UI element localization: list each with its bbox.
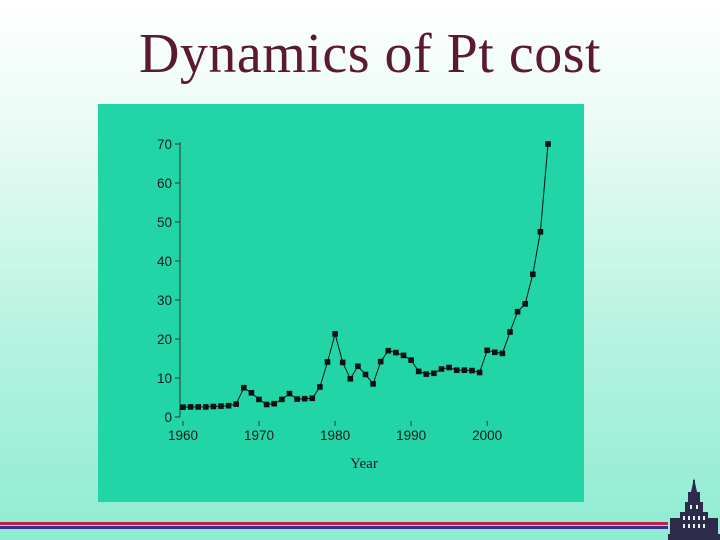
data-point	[408, 357, 414, 363]
data-point	[309, 395, 316, 402]
data-point	[514, 308, 521, 315]
chart-panel: 0 10 20 30 40 50 60 70 1960 1970 1980 1990 2000 Yea…	[98, 104, 584, 502]
data-point	[317, 384, 323, 390]
data-point	[256, 396, 262, 403]
data-point	[415, 368, 422, 375]
x-tick-label: 2000	[472, 428, 502, 443]
data-point	[301, 395, 308, 402]
data-point	[537, 229, 544, 235]
y-tick-label: 10	[157, 371, 172, 386]
data-point	[324, 359, 331, 365]
data-point	[355, 363, 361, 370]
y-tick-label: 30	[157, 293, 172, 308]
x-tick-label: 1990	[396, 428, 426, 443]
series-line	[182, 143, 549, 408]
data-point	[469, 367, 475, 374]
data-point	[233, 401, 239, 407]
data-point	[461, 367, 468, 373]
slide-title: Dynamics of Pt cost	[138, 23, 602, 85]
y-tick-label: 40	[157, 254, 172, 269]
university-building-icon	[668, 478, 720, 540]
data-point	[195, 404, 201, 410]
data-point	[438, 366, 445, 372]
footer-line-blue	[0, 526, 668, 529]
data-series	[180, 141, 551, 410]
data-point	[218, 403, 224, 409]
y-tick-label: 70	[157, 137, 172, 152]
data-point	[370, 381, 376, 387]
data-point	[248, 390, 255, 396]
data-point	[492, 349, 498, 356]
x-axis-label: Year	[350, 456, 378, 472]
data-point	[339, 359, 346, 366]
data-point	[476, 369, 483, 376]
y-tick-label: 60	[157, 176, 172, 191]
data-point	[203, 404, 209, 410]
data-point	[499, 350, 506, 357]
data-point	[187, 404, 194, 410]
data-point	[263, 401, 270, 408]
x-tick-label: 1980	[320, 428, 350, 443]
data-point	[286, 390, 293, 397]
pt-cost-chart: 0 10 20 30 40 50 60 70 1960 1970 1980 1990 2000 Yea…	[157, 137, 551, 472]
data-point	[210, 403, 217, 410]
data-point	[453, 367, 460, 373]
y-tick-label: 20	[157, 332, 172, 347]
y-tick-label: 50	[157, 215, 172, 230]
footer-divider	[0, 522, 668, 529]
data-point	[362, 371, 369, 378]
data-point	[507, 329, 513, 335]
data-point	[530, 271, 536, 278]
data-point	[385, 347, 392, 354]
data-point	[294, 396, 300, 402]
x-axis-ticks: 1960 1970 1980 1990 2000	[168, 421, 502, 443]
data-point	[279, 396, 285, 403]
y-tick-label: 0	[164, 410, 172, 425]
data-point	[484, 347, 490, 354]
data-point	[241, 384, 247, 391]
data-point	[522, 301, 528, 307]
data-point	[347, 376, 354, 382]
data-point	[393, 349, 399, 356]
data-point	[423, 371, 430, 377]
data-point	[400, 352, 407, 359]
data-point	[271, 400, 277, 407]
data-point	[225, 402, 232, 409]
data-point	[332, 331, 338, 337]
footer-line-red	[0, 522, 668, 525]
x-tick-label: 1960	[168, 428, 198, 443]
data-point	[180, 404, 186, 410]
data-point	[377, 358, 384, 365]
data-point	[431, 370, 437, 377]
data-point	[446, 364, 452, 371]
x-tick-label: 1970	[244, 428, 274, 443]
data-point	[545, 141, 551, 147]
y-axis-ticks: 0 10 20 30 40 50 60 70	[157, 137, 180, 425]
